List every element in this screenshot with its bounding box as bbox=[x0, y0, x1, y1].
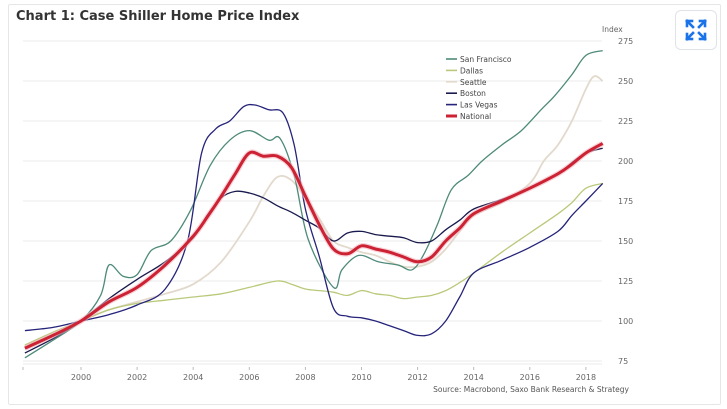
series-line-dallas bbox=[24, 182, 603, 346]
legend-item: San Francisco bbox=[446, 55, 512, 64]
y-tick-label: 175 bbox=[618, 197, 633, 206]
legend-item: Boston bbox=[446, 89, 486, 98]
y-axis: 75 100 125 150 175 200 225 250 275 bbox=[618, 37, 633, 366]
x-tick-label: 2012 bbox=[407, 373, 427, 382]
expand-arrows-icon bbox=[685, 19, 707, 41]
y-tick-label: 200 bbox=[618, 157, 633, 166]
y-tick-label: 250 bbox=[618, 77, 633, 86]
x-tick-label: 2006 bbox=[239, 373, 259, 382]
legend-label: Boston bbox=[460, 89, 486, 98]
chart-card bbox=[8, 4, 721, 405]
series-line-las-vegas bbox=[24, 103, 604, 337]
y-tick-label: 150 bbox=[618, 237, 633, 246]
legend-label: Dallas bbox=[460, 66, 483, 75]
x-tick-label: 2000 bbox=[71, 373, 91, 382]
y-tick-label: 225 bbox=[618, 117, 633, 126]
y-tick-label: 75 bbox=[618, 357, 628, 366]
y-tick-label: 100 bbox=[618, 317, 633, 326]
x-tick-label: 2002 bbox=[127, 373, 147, 382]
x-tick-label: 2014 bbox=[464, 373, 484, 382]
legend-label: Seattle bbox=[460, 78, 487, 87]
series-line-national-halo bbox=[23, 140, 605, 351]
legend: San Francisco Dallas Seattle Boston Las Vega… bbox=[446, 55, 512, 121]
y-tick-label: 275 bbox=[618, 37, 633, 46]
source-note: Source: Macrobond, Saxo Bank Research & … bbox=[433, 385, 629, 394]
legend-item: Dallas bbox=[446, 66, 483, 75]
y-axis-label: Index bbox=[602, 25, 623, 34]
chart-title: Chart 1: Case Shiller Home Price Index bbox=[16, 9, 300, 24]
legend-label: Las Vegas bbox=[460, 101, 498, 110]
x-tick-label: 2010 bbox=[351, 373, 371, 382]
legend-item: National bbox=[446, 112, 491, 121]
x-tick-label: 2004 bbox=[183, 373, 203, 382]
y-tick-label: 125 bbox=[618, 277, 633, 286]
series-line-boston bbox=[24, 147, 603, 354]
x-tick-label: 2018 bbox=[576, 373, 596, 382]
x-axis: 2000 2002 2004 2006 2008 2010 2012 2014 2016 2018 bbox=[22, 363, 602, 382]
x-tick-label: 2008 bbox=[295, 373, 315, 382]
legend-label: National bbox=[460, 112, 491, 121]
series-lines bbox=[23, 49, 605, 359]
series-line-san-francisco bbox=[24, 49, 603, 359]
gridlines bbox=[23, 40, 602, 362]
legend-label: San Francisco bbox=[460, 55, 512, 64]
expand-button[interactable] bbox=[675, 10, 717, 50]
legend-item: Las Vegas bbox=[446, 101, 498, 110]
x-tick-label: 2016 bbox=[520, 373, 540, 382]
series-line-national bbox=[24, 142, 604, 350]
series-line-seattle bbox=[24, 75, 604, 348]
legend-item: Seattle bbox=[446, 78, 487, 87]
